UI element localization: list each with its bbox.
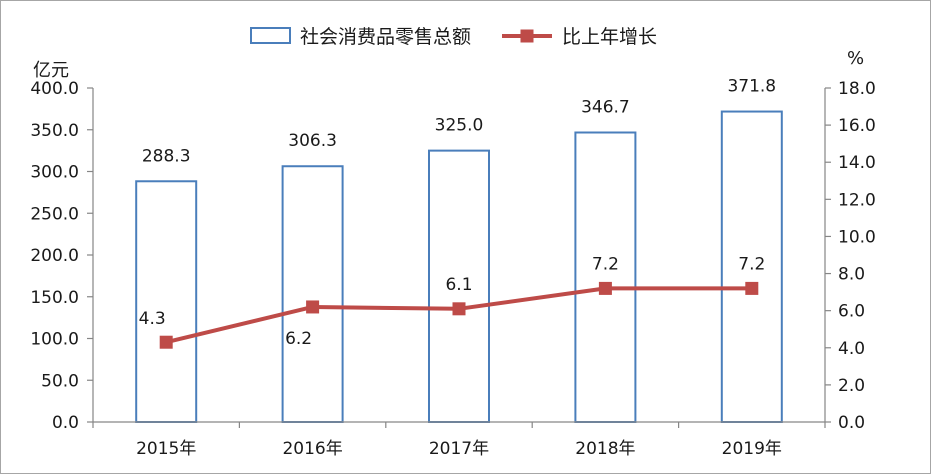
y-right-tick-label: 12.0: [838, 190, 876, 210]
y-left-tick-label: 150.0: [30, 288, 79, 308]
y-left-tick-label: 50.0: [41, 371, 79, 391]
x-tick-label-2016: 2016年: [282, 439, 342, 459]
growth-rate-value-label-2019: 7.2: [738, 254, 765, 274]
growth-rate-marker-2015: [159, 335, 173, 349]
y-left-tick-label: 100.0: [30, 330, 79, 350]
growth-rate-value-label-2017: 6.1: [445, 275, 472, 295]
x-tick-label-2018: 2018年: [575, 439, 635, 459]
y-right-tick-label: 10.0: [838, 227, 876, 247]
legend-bar-swatch: [250, 27, 291, 44]
retail-sales-bar-2015: [135, 180, 198, 423]
x-tick-label-2019: 2019年: [722, 439, 782, 459]
retail-sales-value-label-2019: 371.8: [727, 77, 776, 97]
legend-label-retail-sales: 社会消费品零售总额: [300, 26, 471, 48]
y-right-tick-label: 18.0: [838, 79, 876, 99]
retail-sales-value-label-2015: 288.3: [142, 146, 191, 166]
growth-rate-value-label-2018: 7.2: [592, 254, 619, 274]
growth-rate-marker-2017: [452, 302, 466, 316]
y-right-tick-label: 8.0: [838, 265, 865, 285]
legend: 社会消费品零售总额 比上年增长: [250, 26, 657, 48]
retail-sales-value-label-2017: 325.0: [435, 116, 484, 136]
x-tick-label-2015: 2015年: [136, 439, 196, 459]
y-right-tick-label: 4.0: [838, 339, 865, 359]
retail-sales-value-label-2018: 346.7: [581, 98, 630, 118]
growth-rate-marker-2019: [745, 281, 759, 295]
y-right-tick-label: 16.0: [838, 116, 876, 136]
y-left-tick-label: 350.0: [30, 121, 79, 141]
growth-rate-value-label-2016: 6.2: [285, 329, 312, 349]
y-left-axis-unit: 亿元: [33, 60, 69, 81]
retail-sales-bar-2016: [281, 165, 344, 423]
y-right-axis-unit: %: [847, 48, 864, 69]
y-left-tick-label: 250.0: [30, 204, 79, 224]
growth-rate-value-label-2015: 4.3: [139, 309, 166, 329]
legend-label-growth-rate: 比上年增长: [562, 26, 657, 48]
x-tick-label-2017: 2017年: [429, 439, 489, 459]
y-right-tick-label: 2.0: [838, 376, 865, 396]
y-left-tick-label: 0.0: [52, 413, 79, 433]
y-left-tick-label: 300.0: [30, 163, 79, 183]
y-right-tick-label: 0.0: [838, 413, 865, 433]
plot-area: 0.0 50.0 100.0 150.0 200.0 250.0 300.0 350.0 400…: [30, 77, 876, 459]
legend-entry-retail-sales: 社会消费品零售总额: [250, 26, 471, 48]
legend-square-marker: [520, 29, 534, 43]
retail-sales-bar-2018: [574, 131, 637, 423]
retail-sales-bar-2019: [720, 110, 783, 423]
legend-entry-growth-rate: 比上年增长: [502, 26, 657, 48]
y-left-tick-label: 400.0: [30, 79, 79, 99]
y-left-tick-label: 200.0: [30, 246, 79, 266]
y-right-tick-label: 14.0: [838, 153, 876, 173]
y-right-tick-label: 6.0: [838, 302, 865, 322]
retail-sales-value-label-2016: 306.3: [288, 131, 337, 151]
growth-rate-marker-2018: [598, 281, 612, 295]
growth-rate-marker-2016: [306, 300, 320, 314]
